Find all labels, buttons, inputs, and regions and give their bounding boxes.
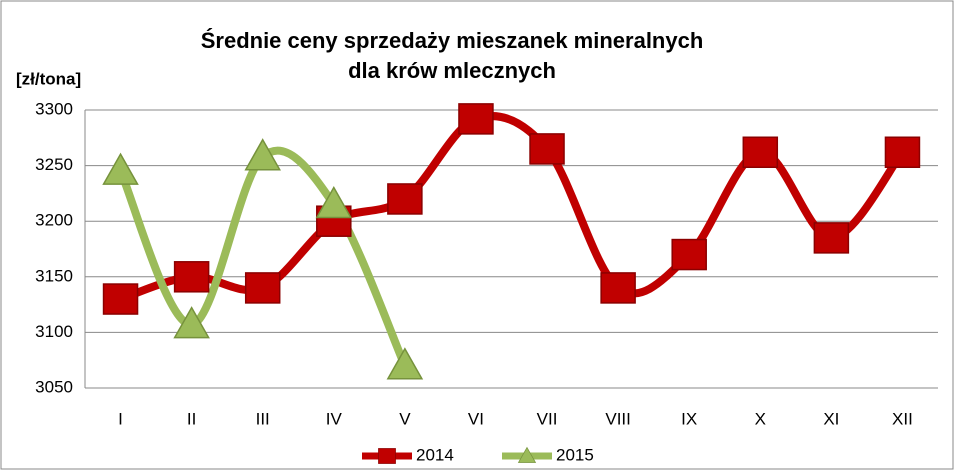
data-point — [102, 152, 139, 185]
legend-marker — [378, 448, 396, 464]
data-point — [102, 283, 139, 315]
x-tick-label: II — [187, 409, 196, 428]
legend-label: 2015 — [556, 445, 594, 464]
y-tick-label: 3250 — [35, 155, 73, 174]
data-point — [173, 261, 210, 293]
data-point — [244, 272, 281, 304]
chart-title: Średnie ceny sprzedaży mieszanek mineral… — [201, 28, 704, 53]
data-point — [387, 183, 423, 215]
data-point — [244, 138, 281, 171]
x-tick-label: VII — [537, 409, 558, 428]
chart-title: dla krów mlecznych — [348, 58, 556, 83]
data-point — [173, 306, 210, 339]
x-tick-label: I — [118, 409, 123, 428]
data-point — [458, 103, 494, 135]
data-point — [315, 185, 353, 219]
x-tick-label: IV — [326, 409, 343, 428]
x-tick-label: X — [755, 409, 766, 428]
data-point — [600, 272, 636, 304]
x-tick-label: XII — [892, 409, 913, 428]
data-point — [742, 136, 779, 169]
x-tick-label: III — [256, 409, 270, 428]
data-point — [529, 133, 565, 165]
y-tick-label: 3200 — [35, 211, 73, 230]
y-tick-label: 3100 — [35, 322, 73, 341]
y-tick-label: 3050 — [35, 377, 73, 396]
data-point — [813, 222, 850, 254]
x-tick-label: IX — [681, 409, 697, 428]
data-point — [884, 136, 921, 169]
data-point — [671, 238, 707, 271]
x-tick-label: V — [399, 409, 411, 428]
data-point — [386, 347, 424, 380]
x-tick-label: VI — [468, 409, 484, 428]
legend-marker — [517, 446, 537, 463]
y-tick-label: 3150 — [35, 266, 73, 285]
legend-label: 2014 — [416, 445, 454, 464]
x-tick-label: VIII — [605, 409, 631, 428]
y-axis-label: [zł/tona] — [16, 69, 81, 88]
y-tick-label: 3300 — [35, 99, 73, 118]
x-tick-label: XI — [823, 409, 839, 428]
